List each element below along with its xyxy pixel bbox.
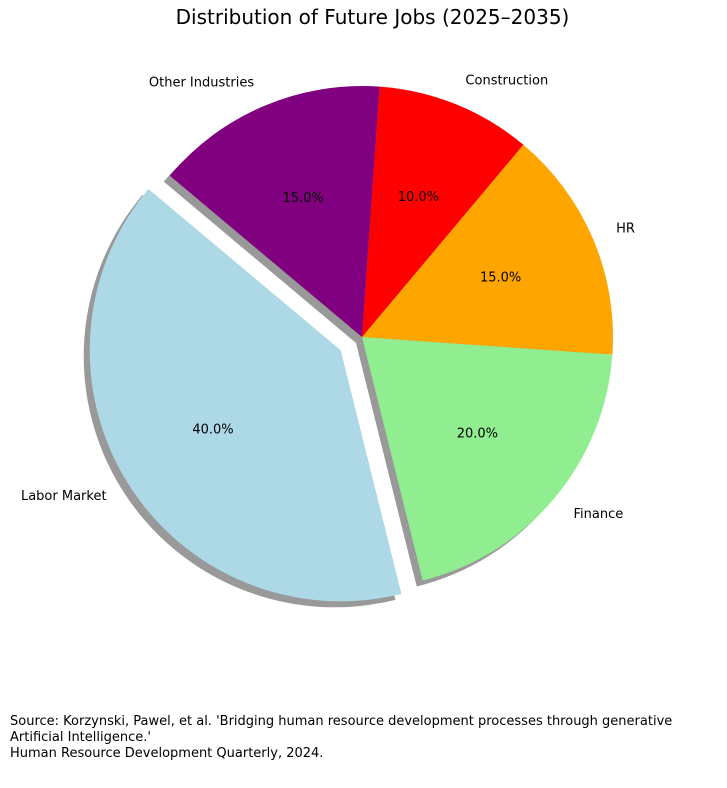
pie-category-label-finance: Finance bbox=[574, 507, 624, 522]
source-note: Source: Korzynski, Pawel, et al. 'Bridgi… bbox=[10, 714, 672, 762]
pie-wedges bbox=[89, 85, 613, 602]
pie-slice-other-industries bbox=[169, 85, 380, 337]
source-line-2: Artificial Intelligence.' bbox=[10, 730, 151, 745]
source-line-1: Source: Korzynski, Pawel, et al. 'Bridgi… bbox=[10, 714, 673, 729]
pie-category-label-other-industries: Other Industries bbox=[149, 75, 254, 90]
chart-title: Distribution of Future Jobs (2025–2035) bbox=[175, 5, 570, 29]
source-line-3: Human Resource Development Quarterly, 20… bbox=[10, 746, 324, 761]
pie-percent-label-other-industries: 15.0% bbox=[282, 191, 323, 206]
pie-percent-label-hr: 15.0% bbox=[480, 271, 521, 286]
pie-percent-label-labor-market: 40.0% bbox=[192, 423, 233, 438]
pie-chart: 40.0% 20.0% 15.0% 10.0% 15.0% Labor Market Fi… bbox=[21, 74, 635, 608]
pie-slice-labor-market bbox=[89, 188, 402, 602]
pie-slice-hr bbox=[362, 144, 613, 355]
pie-category-labels: Labor Market Finance HR Construction Other I… bbox=[21, 74, 635, 522]
pie-category-label-construction: Construction bbox=[465, 74, 548, 89]
pie-percent-label-finance: 20.0% bbox=[457, 426, 498, 441]
pie-percent-labels: 40.0% 20.0% 15.0% 10.0% 15.0% bbox=[192, 190, 521, 441]
pie-category-label-hr: HR bbox=[616, 222, 635, 237]
pie-slice-finance bbox=[362, 337, 613, 581]
pie-slice-construction bbox=[362, 86, 524, 337]
pie-category-label-labor-market: Labor Market bbox=[21, 489, 107, 504]
pie-percent-label-construction: 10.0% bbox=[398, 190, 439, 205]
